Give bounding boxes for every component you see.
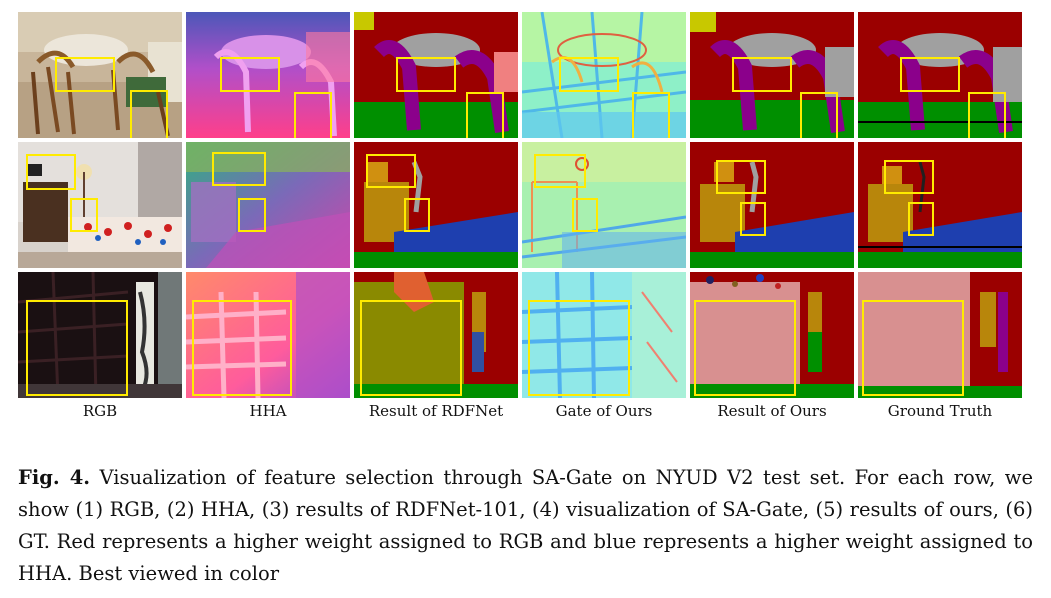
column-label-ground-truth: Ground Truth: [887, 402, 993, 420]
row1-gate-image: [522, 12, 686, 138]
highlight-box: [220, 57, 280, 92]
highlight-box: [740, 202, 766, 236]
highlight-box: [800, 92, 838, 138]
highlight-box: [26, 154, 76, 190]
row2-hha-image: [186, 142, 350, 268]
row2-rgb-image: [18, 142, 182, 268]
highlight-box: [862, 300, 964, 396]
highlight-box: [968, 92, 1006, 138]
figure: RGB HHA Result of RDFNet Gate of Ours Re…: [18, 12, 1032, 442]
column-label-rgb: RGB: [82, 402, 118, 420]
highlight-box: [534, 154, 586, 188]
highlight-box: [238, 198, 266, 232]
row1-hha-image: [186, 12, 350, 138]
highlight-box: [716, 160, 766, 194]
highlight-box: [466, 92, 504, 138]
highlight-box: [884, 160, 934, 194]
row2-ours-result-image: [690, 142, 854, 268]
row2-gate-image: [522, 142, 686, 268]
figure-caption: Fig. 4. Visualization of feature selecti…: [18, 462, 1033, 590]
highlight-box: [632, 92, 670, 138]
column-label-hha: HHA: [249, 402, 287, 420]
caption-text: Visualization of feature selection throu…: [18, 466, 1033, 585]
highlight-box: [192, 300, 292, 396]
highlight-box: [366, 154, 416, 188]
highlight-box: [559, 57, 619, 92]
figure-label: Fig. 4.: [18, 466, 91, 489]
highlight-box: [908, 202, 934, 236]
row1-ground-truth-image: [858, 12, 1022, 138]
row3-ground-truth-image: [858, 272, 1022, 398]
highlight-box: [732, 57, 792, 92]
row2-ground-truth-image: [858, 142, 1022, 268]
highlight-box: [572, 198, 598, 232]
highlight-box: [396, 57, 456, 92]
row3-gate-image: [522, 272, 686, 398]
column-labels: RGB HHA Result of RDFNet Gate of Ours Re…: [18, 402, 1032, 420]
highlight-box: [26, 300, 128, 396]
row3-rgb-image: [18, 272, 182, 398]
highlight-box: [130, 90, 168, 138]
row1-rgb-image: [18, 12, 182, 138]
highlight-box: [55, 57, 115, 92]
highlight-box: [900, 57, 960, 92]
row1-rdfnet-result-image: [354, 12, 518, 138]
highlight-box: [528, 300, 630, 396]
highlight-box: [360, 300, 462, 396]
image-grid: [18, 12, 1032, 398]
row2-rdfnet-result-image: [354, 142, 518, 268]
column-label-gate: Gate of Ours: [555, 402, 653, 420]
highlight-box: [694, 300, 796, 396]
column-label-ours: Result of Ours: [717, 402, 827, 420]
highlight-box: [404, 198, 430, 232]
highlight-box: [294, 92, 332, 138]
row3-hha-image: [186, 272, 350, 398]
highlight-box: [212, 152, 266, 186]
row3-rdfnet-result-image: [354, 272, 518, 398]
column-label-rdfnet: Result of RDFNet: [368, 402, 504, 420]
row3-ours-result-image: [690, 272, 854, 398]
row1-ours-result-image: [690, 12, 854, 138]
highlight-box: [70, 198, 98, 232]
